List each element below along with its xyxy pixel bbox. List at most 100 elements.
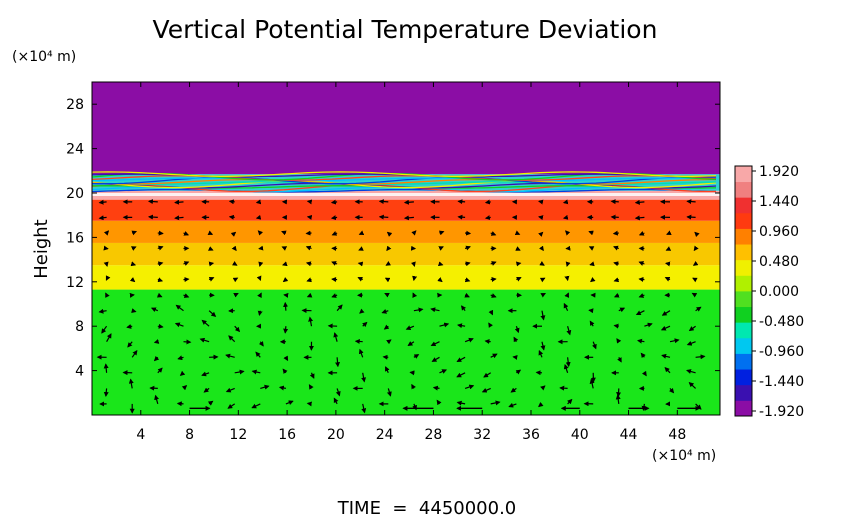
wind-vector — [665, 246, 672, 251]
wind-vector — [257, 310, 263, 316]
wind-vector — [208, 261, 215, 267]
wind-vector — [484, 339, 491, 345]
wind-vector — [694, 231, 700, 237]
wind-vector — [183, 231, 190, 236]
chart-title: Vertical Potential Temperature Deviation — [153, 15, 658, 44]
wind-vector — [540, 292, 546, 298]
wind-vector — [411, 230, 417, 236]
x-tick-label: 8 — [185, 427, 194, 443]
wind-vector — [278, 385, 287, 391]
wind-vector — [588, 246, 595, 251]
layer-band-2 — [92, 242, 720, 266]
wind-vector — [386, 339, 392, 345]
wind-vector — [183, 277, 190, 282]
wind-vector — [208, 246, 214, 251]
plot-frame — [91, 81, 721, 416]
y-axis-unit: (×10⁴ m) — [12, 49, 76, 65]
wind-vector — [413, 307, 424, 313]
wind-vector — [612, 230, 619, 236]
colorbar-swatch — [735, 322, 752, 339]
wind-vector — [438, 246, 444, 251]
wind-vector — [637, 338, 645, 344]
wind-vector — [234, 325, 241, 333]
wind-vector — [255, 199, 262, 205]
wind-vector — [430, 307, 440, 313]
wind-vector — [183, 339, 192, 345]
colorbar-swatch — [735, 244, 752, 261]
wind-vector — [405, 325, 415, 330]
wind-vector — [644, 322, 653, 328]
wind-vector — [464, 245, 471, 251]
wind-vector — [661, 310, 671, 316]
wind-vectors — [96, 199, 706, 414]
wind-vector — [378, 214, 389, 220]
wind-vector — [174, 199, 184, 205]
wind-vector — [150, 307, 159, 313]
wind-vector — [359, 308, 365, 314]
wind-vector — [201, 319, 210, 327]
wind-vector — [692, 260, 699, 266]
colorbar-swatch — [735, 306, 752, 323]
tropopause-streak — [92, 180, 717, 189]
colorbar-swatch — [735, 228, 752, 245]
wind-vector — [207, 400, 214, 406]
wind-vector — [228, 335, 236, 343]
wind-vector — [539, 260, 545, 266]
wind-vector — [257, 292, 262, 298]
wind-vector — [664, 366, 671, 374]
wind-vector — [281, 246, 288, 251]
wind-vector — [385, 260, 392, 266]
wind-vector — [613, 292, 620, 298]
wind-vector — [456, 400, 466, 406]
colorbar-swatch — [735, 337, 752, 354]
wind-vector — [131, 349, 138, 358]
wind-vector — [225, 353, 235, 359]
wind-vector — [157, 261, 164, 267]
wind-vector — [488, 309, 494, 316]
wind-vector — [283, 301, 289, 311]
wind-vector — [333, 397, 339, 405]
wind-vector — [516, 276, 522, 282]
colorbar-swatch — [735, 384, 752, 401]
wind-vector — [686, 214, 696, 220]
wind-vector — [613, 323, 619, 329]
colorbar-swatch — [735, 291, 752, 308]
wind-vector — [103, 363, 109, 373]
colorbar-label: -0.960 — [759, 344, 804, 360]
wind-vector — [688, 325, 696, 332]
wind-vector — [562, 214, 569, 220]
wind-vector — [514, 326, 520, 334]
wind-vector — [403, 199, 414, 205]
wind-vector — [105, 292, 110, 298]
wind-vector — [281, 230, 287, 236]
wind-vector — [228, 199, 235, 205]
wind-vector — [153, 355, 160, 362]
colorbar-label: 0.480 — [759, 254, 799, 270]
wind-vector — [177, 355, 184, 361]
wind-vector — [669, 387, 675, 394]
wind-vector — [335, 388, 341, 397]
wind-vector — [157, 367, 163, 374]
wind-vector — [331, 277, 338, 282]
wind-vector — [490, 353, 498, 359]
x-tick-label: 24 — [376, 427, 394, 443]
wind-vector — [308, 316, 314, 327]
wind-vector — [635, 310, 645, 316]
y-tick-label: 8 — [75, 319, 84, 335]
wind-vector — [515, 369, 522, 375]
wind-vector — [461, 305, 466, 312]
wind-vector — [179, 370, 186, 376]
colorbar-label: 1.440 — [759, 194, 799, 210]
wind-vector — [153, 339, 160, 344]
wind-vector — [514, 230, 521, 236]
wind-vector — [437, 277, 443, 283]
wind-vector — [641, 370, 647, 377]
wind-vector — [131, 230, 138, 236]
wind-vector — [333, 332, 339, 342]
wind-vector — [98, 199, 107, 205]
wind-vector — [640, 352, 646, 359]
y-tick-label: 4 — [75, 364, 84, 380]
wind-vector — [378, 199, 389, 205]
layer-band-7 — [92, 82, 720, 175]
